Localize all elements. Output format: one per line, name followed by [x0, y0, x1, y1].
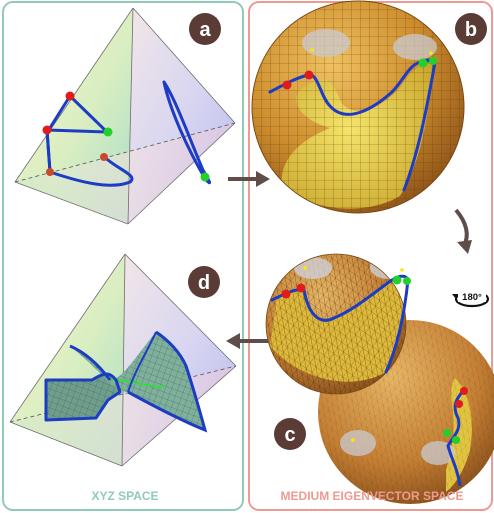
process-arrows [226, 171, 472, 349]
right-panel-caption: MEDIUM EIGENVECTOR SPACE [281, 489, 464, 503]
svg-text:c: c [284, 424, 295, 446]
xyz-surface-d [44, 330, 208, 433]
badge-d: d [188, 266, 220, 298]
left-panel-frame [2, 1, 244, 511]
badge-b: b [455, 13, 487, 45]
rotation-indicator: 180° [452, 290, 490, 308]
badge-c: c [274, 418, 306, 450]
sphere-c-back [318, 320, 494, 504]
sphere-c-front [265, 253, 411, 395]
svg-text:a: a [199, 19, 211, 41]
svg-text:d: d [198, 272, 210, 294]
arrow-a-to-b [228, 171, 270, 187]
endpoints-a [42, 91, 210, 182]
left-panel-caption: XYZ SPACE [91, 489, 158, 503]
sphere-b [251, 0, 465, 214]
arrow-c-to-d [226, 333, 268, 349]
arrow-b-to-c [454, 208, 472, 254]
badge-a: a [189, 13, 221, 45]
rotation-label: 180° [462, 292, 482, 303]
svg-text:b: b [465, 19, 477, 41]
